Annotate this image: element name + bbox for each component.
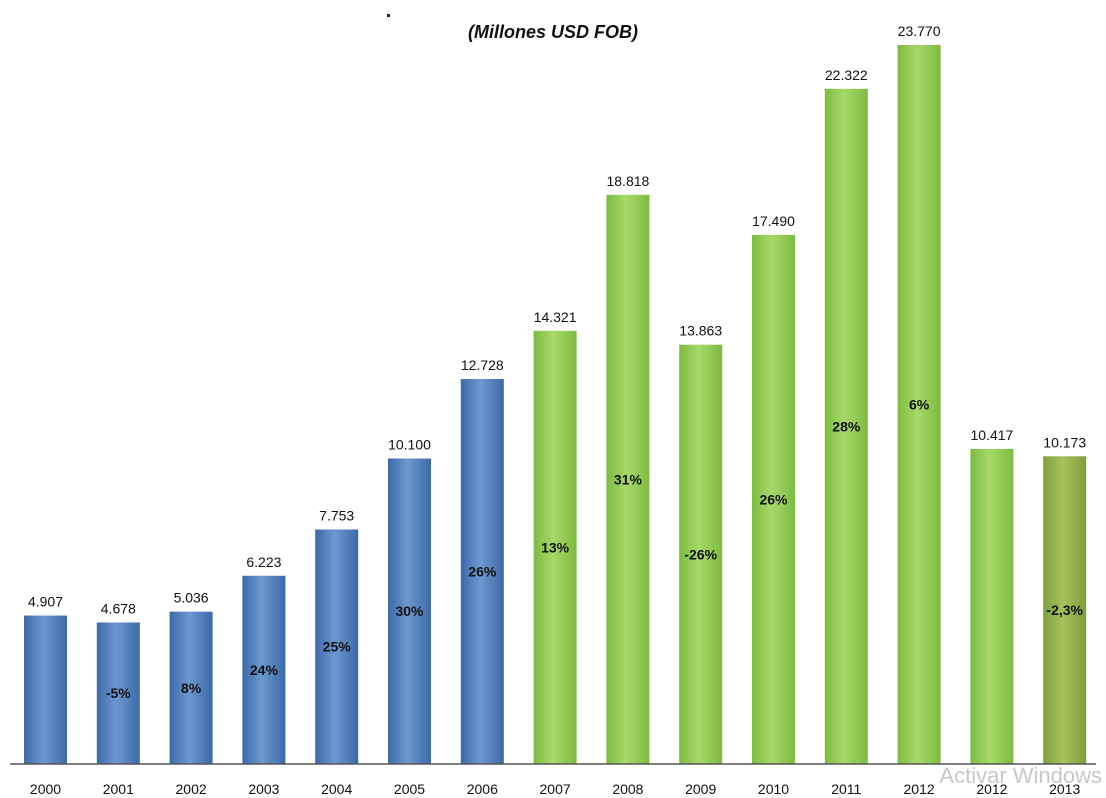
x-tick-label: 2002 (176, 781, 207, 797)
bar-2012 (897, 45, 941, 764)
value-label: 17.490 (752, 213, 795, 229)
x-tick-label: 2011 (831, 781, 861, 797)
value-label: 14.321 (534, 309, 577, 325)
growth-label: 8% (181, 680, 202, 696)
x-tick-label: 2006 (467, 781, 498, 797)
stray-dot (387, 14, 390, 17)
x-tick-label: 2012 (904, 781, 935, 797)
growth-label: 13% (541, 539, 570, 555)
bar-2004 (315, 529, 359, 764)
x-tick-label: 2001 (103, 781, 134, 797)
value-label: 13.863 (679, 323, 722, 339)
bar-2003 (242, 575, 286, 764)
value-label: 5.036 (174, 590, 209, 606)
bar-2006 (460, 379, 504, 764)
growth-label: -26% (684, 546, 717, 562)
bar-2000 (24, 615, 67, 764)
bar-2010 (752, 234, 795, 765)
chart-subtitle: (Millones USD FOB) (468, 22, 638, 42)
watermark-text: Activar Windows (939, 763, 1102, 788)
x-tick-label: 2008 (612, 781, 643, 797)
value-label: 4.678 (101, 600, 136, 616)
growth-label: -2,3% (1046, 602, 1083, 618)
bar-2001 (96, 622, 140, 764)
growth-label: 31% (614, 471, 643, 487)
x-tick-label: 2010 (758, 781, 789, 797)
x-tick-label: 2003 (248, 781, 279, 797)
value-label: 7.753 (319, 507, 354, 523)
growth-label: 26% (468, 564, 497, 580)
bar-2011 (824, 88, 868, 764)
x-tick-label: 2004 (321, 781, 352, 797)
growth-label: -5% (106, 685, 131, 701)
bar-2007 (533, 330, 577, 764)
value-label: 10.100 (388, 436, 431, 452)
growth-label: 30% (395, 603, 424, 619)
x-tick-label: 2007 (540, 781, 571, 797)
growth-label: 6% (909, 397, 930, 413)
value-label: 12.728 (461, 357, 504, 373)
value-label: 22.322 (825, 67, 868, 83)
growth-label: 24% (250, 662, 279, 678)
bar-2005 (388, 458, 431, 764)
x-tick-label: 2000 (30, 781, 61, 797)
bar-2013 (1043, 456, 1087, 764)
bar-2008 (606, 194, 650, 765)
x-tick-label: 2013 (1049, 781, 1080, 797)
value-label: 4.907 (28, 594, 63, 610)
growth-label: 28% (832, 418, 861, 434)
x-tick-label: 2012 (976, 781, 1007, 797)
value-label: 6.223 (246, 554, 281, 570)
bar-2009 (679, 344, 723, 764)
x-tick-label: 2009 (685, 781, 716, 797)
value-label: 23.770 (898, 23, 941, 39)
x-tick-label: 2005 (394, 781, 425, 797)
bar-2002 (169, 611, 213, 764)
growth-label: 26% (759, 491, 788, 507)
bar-2012 (970, 448, 1014, 764)
growth-label: 25% (323, 639, 352, 655)
value-label: 10.173 (1043, 434, 1086, 450)
value-label: 18.818 (606, 173, 649, 189)
value-label: 10.417 (970, 427, 1013, 443)
